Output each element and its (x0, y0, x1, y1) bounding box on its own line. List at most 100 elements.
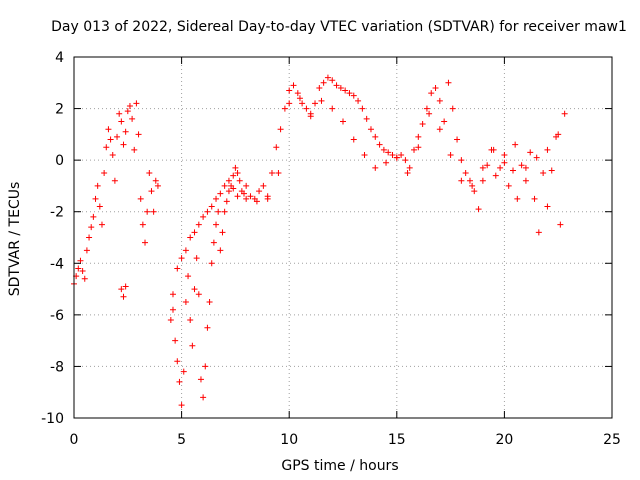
data-point (296, 95, 303, 102)
data-point (225, 177, 232, 184)
data-point (281, 105, 288, 112)
data-point (213, 195, 220, 202)
data-point (320, 79, 327, 86)
data-point (303, 105, 310, 112)
data-point (294, 90, 301, 97)
data-point (535, 229, 542, 236)
data-point (469, 182, 476, 189)
data-point (518, 162, 525, 169)
data-point (81, 275, 88, 282)
data-point (232, 164, 239, 171)
data-point (540, 170, 547, 177)
data-point (178, 255, 185, 262)
data-point (329, 77, 336, 84)
data-point (505, 182, 512, 189)
data-point (380, 146, 387, 153)
data-point (243, 182, 250, 189)
data-point (200, 394, 207, 401)
data-point (383, 159, 390, 166)
data-point (131, 146, 138, 153)
data-point (174, 358, 181, 365)
data-point (514, 195, 521, 202)
data-point (527, 149, 534, 156)
y-tick-label: -4 (50, 256, 64, 272)
grid (74, 57, 612, 418)
data-point (290, 82, 297, 89)
data-point (120, 141, 127, 148)
data-point (510, 167, 517, 174)
data-point (286, 100, 293, 107)
data-point (79, 268, 86, 275)
data-point (144, 208, 151, 215)
data-point (333, 82, 340, 89)
chart-title: Day 013 of 2022, Sidereal Day-to-day VTE… (51, 19, 627, 35)
data-point (135, 131, 142, 138)
data-point (268, 170, 275, 177)
data-point (361, 151, 368, 158)
data-point (458, 157, 465, 164)
data-point (105, 126, 112, 133)
data-point (148, 188, 155, 195)
data-point (213, 221, 220, 228)
data-point (555, 131, 562, 138)
data-point (94, 182, 101, 189)
data-point (484, 162, 491, 169)
data-point (124, 108, 131, 115)
plot-frame (73, 56, 613, 419)
data-point (447, 151, 454, 158)
y-tick-label: 4 (55, 50, 64, 66)
data-point (83, 247, 90, 254)
data-point (253, 198, 260, 205)
data-point (337, 84, 344, 91)
data-point (180, 368, 187, 375)
data-point (350, 136, 357, 143)
data-point (195, 221, 202, 228)
data-point (544, 146, 551, 153)
data-point (120, 293, 127, 300)
data-point (109, 151, 116, 158)
data-point (406, 164, 413, 171)
data-point (225, 188, 232, 195)
data-point (146, 170, 153, 177)
data-point (359, 105, 366, 112)
data-point (264, 193, 271, 200)
data-point (376, 141, 383, 148)
y-tick-label: -2 (50, 205, 64, 221)
data-point (217, 190, 224, 197)
data-point (204, 208, 211, 215)
data-point (404, 170, 411, 177)
data-point (204, 324, 211, 331)
x-tick-label: 5 (177, 432, 186, 448)
data-point (133, 100, 140, 107)
data-point (411, 146, 418, 153)
data-point (479, 177, 486, 184)
x-axis-label: GPS time / hours (281, 458, 398, 474)
data-point (122, 283, 129, 290)
data-point (557, 221, 564, 228)
data-point (501, 151, 508, 158)
data-point (92, 195, 99, 202)
y-tick-label: -6 (50, 308, 64, 324)
data-point (423, 105, 430, 112)
data-point (367, 126, 374, 133)
data-point (137, 195, 144, 202)
data-point (200, 213, 207, 220)
data-point (234, 193, 241, 200)
data-point (118, 118, 125, 125)
data-point (479, 164, 486, 171)
data-point (449, 105, 456, 112)
data-point (342, 87, 349, 94)
data-point (372, 164, 379, 171)
data-point (260, 182, 267, 189)
x-tick-label: 0 (70, 432, 79, 448)
data-point (393, 154, 400, 161)
data-point (221, 208, 228, 215)
data-point (372, 133, 379, 140)
data-point (219, 229, 226, 236)
data-point (187, 234, 194, 241)
data-point (185, 273, 192, 280)
data-point (277, 126, 284, 133)
data-point (197, 376, 204, 383)
data-point (363, 115, 370, 122)
data-point (107, 136, 114, 143)
